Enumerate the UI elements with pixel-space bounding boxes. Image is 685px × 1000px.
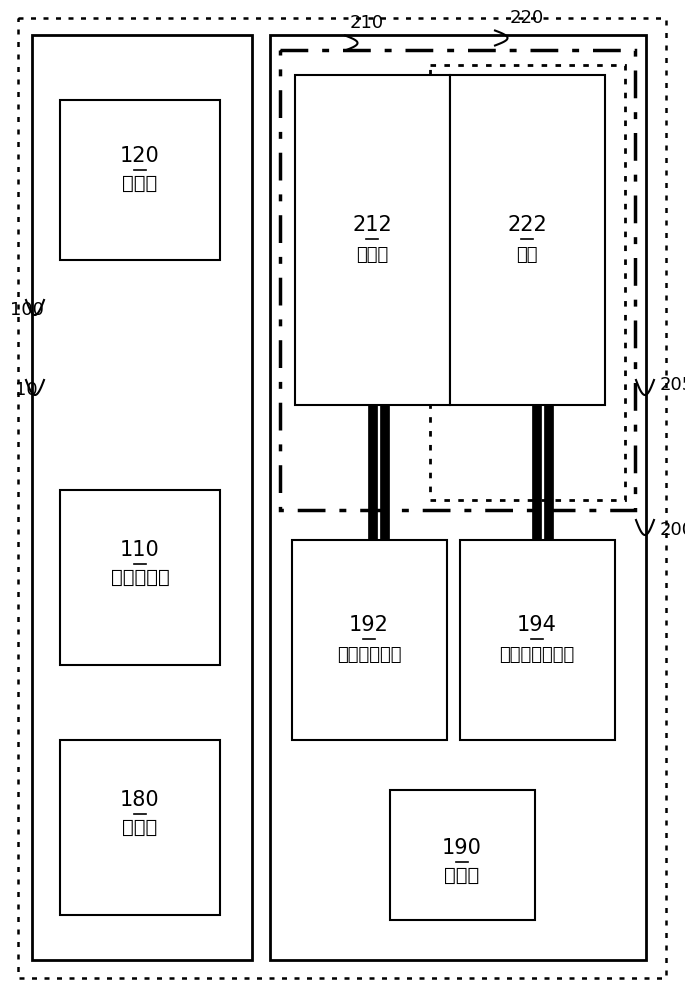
Bar [60, 100, 220, 260]
Bar [460, 540, 615, 740]
Text: 电信号发生器: 电信号发生器 [337, 646, 401, 664]
Text: 200: 200 [660, 521, 685, 539]
Bar [60, 490, 220, 665]
Bar [60, 740, 220, 915]
Text: 190: 190 [442, 838, 482, 858]
Text: 10: 10 [15, 381, 38, 399]
Bar [32, 35, 252, 960]
Bar [292, 540, 447, 740]
Text: 电触点: 电触点 [356, 246, 388, 264]
Text: 205: 205 [660, 376, 685, 394]
Text: 220: 220 [510, 9, 545, 27]
Text: 194: 194 [517, 615, 557, 635]
Text: 接收器: 接收器 [445, 865, 479, 884]
Text: 180: 180 [120, 790, 160, 810]
Text: 声音处理器: 声音处理器 [110, 568, 169, 586]
Text: 麦克风: 麦克风 [123, 174, 158, 192]
Text: 120: 120 [120, 146, 160, 166]
Text: 210: 210 [350, 14, 384, 32]
Text: 100: 100 [10, 301, 44, 319]
Bar [450, 75, 605, 405]
Bar [390, 790, 535, 920]
Text: 发射器: 发射器 [123, 818, 158, 836]
Bar [280, 50, 635, 510]
Text: 110: 110 [120, 540, 160, 560]
Text: 212: 212 [352, 215, 392, 235]
Text: 光源: 光源 [516, 246, 538, 264]
Text: 192: 192 [349, 615, 389, 635]
Bar [270, 35, 646, 960]
Text: 光学信号发生器: 光学信号发生器 [499, 646, 575, 664]
Text: 222: 222 [507, 215, 547, 235]
Bar [430, 65, 625, 500]
Bar [295, 75, 450, 405]
